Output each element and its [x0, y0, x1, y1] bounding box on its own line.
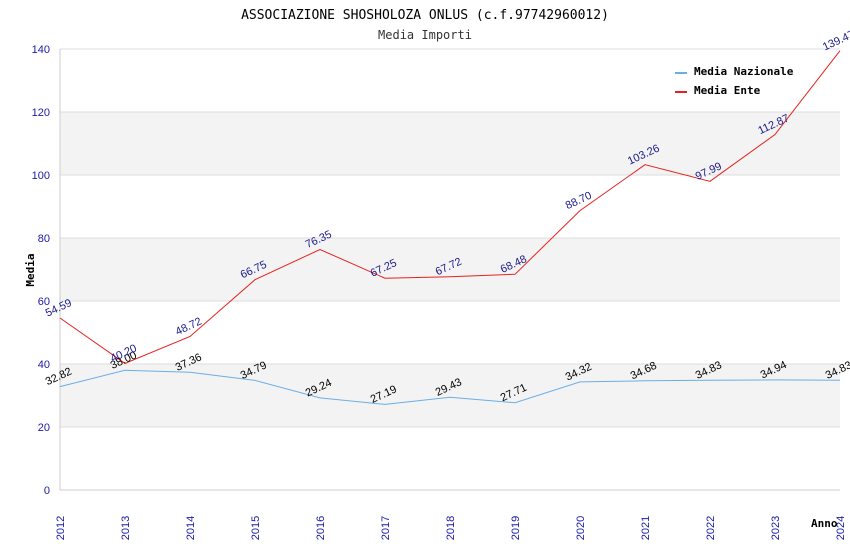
data-label-ente: 139.47 — [821, 28, 850, 53]
legend-label-nazionale: Media Nazionale — [694, 65, 794, 78]
x-tick-label: 2023 — [770, 516, 782, 540]
grid-band — [60, 112, 840, 175]
data-label-ente: 88.70 — [564, 190, 594, 213]
grid-lines — [60, 48, 840, 428]
y-tick-label: 120 — [32, 107, 50, 119]
axes — [59, 49, 840, 491]
x-tick-label: 2022 — [705, 516, 717, 540]
x-tick-label: 2013 — [120, 516, 132, 540]
legend-label-ente: Media Ente — [694, 84, 761, 97]
y-tick-label: 20 — [38, 422, 50, 434]
x-tick-label: 2015 — [250, 516, 262, 540]
x-tick-label: 2024 — [835, 516, 847, 540]
series-line-nazionale — [59, 369, 841, 405]
y-tick-label: 40 — [38, 359, 50, 371]
data-label-ente: 48.72 — [174, 316, 204, 339]
legend: Media Nazionale Media Ente — [675, 65, 794, 97]
y-tick-label: 100 — [32, 170, 50, 182]
x-axis-label: Anno — [811, 517, 838, 530]
y-axis-label: Media — [24, 253, 37, 286]
x-tick-label: 2019 — [510, 516, 522, 540]
x-tick-label: 2014 — [185, 516, 197, 540]
grid-band — [60, 238, 840, 301]
x-tick-label: 2021 — [640, 516, 652, 540]
chart-title: ASSOCIAZIONE SHOSHOLOZA ONLUS (c.f.97742… — [241, 8, 609, 23]
x-tick-label: 2017 — [380, 516, 392, 540]
grid-bands — [60, 112, 840, 427]
series-line-ente — [59, 50, 841, 364]
series-lines — [59, 50, 841, 405]
x-tick-label: 2020 — [575, 516, 587, 540]
y-tick-labels: 0 20 40 60 80 100 120 140 — [32, 44, 50, 497]
y-tick-label: 0 — [44, 485, 50, 497]
y-tick-label: 140 — [32, 44, 50, 56]
x-tick-label: 2012 — [55, 516, 67, 540]
grid-band — [60, 364, 840, 427]
chart-subtitle: Media Importi — [378, 28, 472, 42]
y-tick-label: 80 — [38, 233, 50, 245]
x-tick-label: 2016 — [315, 516, 327, 540]
x-tick-label: 2018 — [445, 516, 457, 540]
y-tick-label: 60 — [38, 296, 50, 308]
x-tick-labels: 2012 2013 2014 2015 2016 2017 2018 2019 2020 2021… — [55, 516, 847, 540]
